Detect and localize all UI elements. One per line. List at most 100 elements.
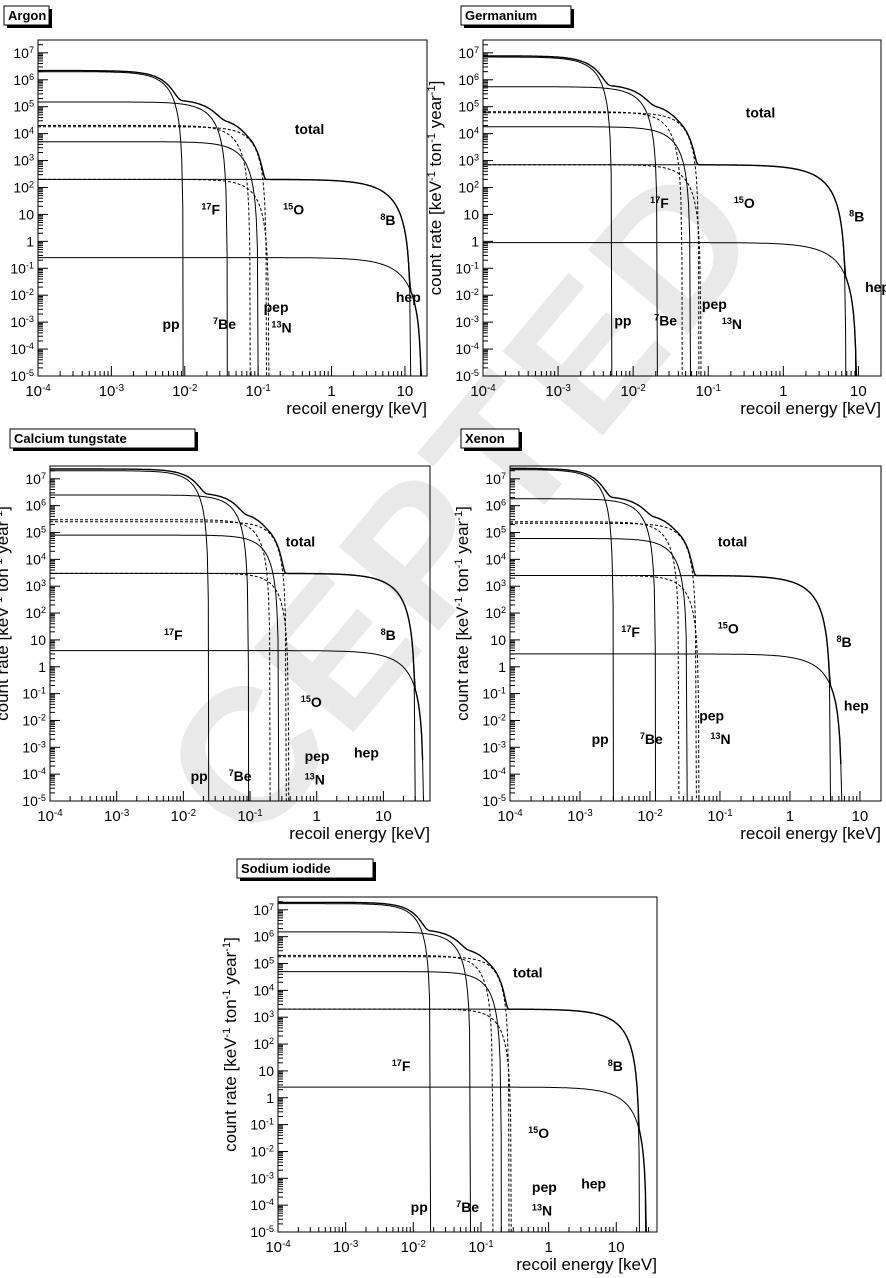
label-17F: 17F — [621, 624, 640, 640]
series-15O — [38, 127, 267, 376]
y-tick-label: 10-5 — [482, 793, 506, 809]
y-tick-label: 10-1 — [10, 260, 34, 276]
x-tick-label: 1 — [544, 1239, 552, 1256]
x-axis-label: recoil energy [keV] — [740, 399, 881, 418]
label-15O: 15O — [718, 621, 739, 637]
series-13N — [50, 520, 270, 801]
label-pep: pep — [264, 299, 289, 315]
series-7Be — [278, 932, 471, 1232]
y-tick-label: 103 — [25, 578, 46, 594]
label-pp: pp — [162, 316, 179, 332]
y-tick-label: 107 — [25, 471, 46, 487]
y-tick-label: 10-5 — [250, 1224, 274, 1240]
x-tick-label: 10 — [852, 808, 869, 825]
y-tick-label: 106 — [25, 498, 46, 514]
x-axis-label: recoil energy [keV] — [516, 1255, 657, 1274]
x-tick-label: 10-2 — [172, 383, 197, 401]
series-15O — [278, 957, 509, 1232]
series-total — [38, 71, 422, 420]
x-tick-label: 10-3 — [99, 383, 124, 401]
label-hep: hep — [396, 289, 421, 305]
label-pep: pep — [702, 296, 727, 312]
series-13N — [510, 522, 679, 806]
label-hep: hep — [581, 1175, 606, 1191]
y-tick-label: 10-1 — [482, 686, 506, 702]
series-7Be — [510, 499, 656, 801]
x-tick-label: 10-1 — [707, 808, 732, 826]
y-tick-label: 10-2 — [10, 287, 34, 303]
y-tick-label: 105 — [25, 525, 46, 541]
series-8B — [38, 179, 411, 376]
y-tick-label: 107 — [253, 902, 274, 918]
series-7Be — [483, 87, 657, 376]
y-tick-label: 10-3 — [10, 314, 34, 330]
x-tick-label: 10 — [397, 383, 414, 400]
y-tick-label: 106 — [13, 72, 34, 88]
y-axis-label: count rate [keV-1 ton-1 year-1] — [0, 506, 12, 721]
label-total: total — [295, 121, 325, 137]
y-tick-label: 102 — [458, 179, 479, 195]
series-pp — [38, 72, 183, 376]
x-tick-label: 10-4 — [25, 383, 51, 401]
panel-title: Argon — [8, 8, 46, 23]
y-tick-label: 10-1 — [22, 686, 46, 702]
y-tick-label: 10-4 — [10, 341, 34, 357]
label-17F: 17F — [201, 202, 220, 218]
x-tick-label: 10 — [608, 1239, 625, 1256]
label-7Be: 7Be — [229, 768, 252, 784]
y-tick-label: 1 — [38, 659, 46, 675]
label-pep: pep — [305, 748, 330, 764]
x-tick-label: 1 — [327, 383, 335, 400]
label-13N: 13N — [532, 1202, 552, 1218]
y-axis-label: count rate [keV-1 ton-1 year-1] — [221, 937, 240, 1152]
y-tick-label: 10-4 — [455, 341, 479, 357]
y-tick-label: 10-5 — [455, 368, 479, 384]
label-7Be: 7Be — [456, 1199, 479, 1215]
y-tick-label: 102 — [253, 1036, 274, 1052]
y-tick-label: 104 — [253, 982, 274, 998]
y-tick-label: 10-2 — [482, 712, 506, 728]
curves — [38, 71, 422, 420]
label-13N: 13N — [271, 319, 291, 335]
y-tick-label: 10-3 — [22, 739, 46, 755]
y-axis-label: count rate [keV-1 ton-1 year-1] — [426, 81, 445, 296]
y-tick-label: 102 — [13, 179, 34, 195]
plot-frame — [483, 40, 881, 376]
y-tick-label: 103 — [13, 153, 34, 169]
x-tick-label: 1 — [779, 383, 787, 400]
x-axis-label: recoil energy [keV] — [740, 824, 881, 843]
y-tick-label: 1 — [26, 233, 34, 249]
label-15O: 15O — [528, 1125, 549, 1141]
series-pep — [278, 972, 501, 1232]
label-pp: pp — [614, 313, 631, 329]
y-axis-label: count rate [keV-1 ton-1 year-1] — [453, 506, 472, 721]
x-tick-label: 10-4 — [470, 383, 496, 401]
series-pp — [483, 57, 612, 376]
series-15O — [483, 113, 699, 376]
y-tick-label: 10-5 — [22, 793, 46, 809]
x-tick-label: 1 — [786, 808, 794, 825]
x-axis-label: recoil energy [keV] — [286, 399, 427, 418]
x-tick-label: 10-3 — [333, 1239, 358, 1257]
x-tick-label: 10-3 — [567, 808, 592, 826]
label-17F: 17F — [650, 195, 669, 211]
y-tick-label: 105 — [458, 99, 479, 115]
series-total — [50, 469, 423, 760]
label-total: total — [513, 964, 543, 980]
y-tick-label: 10 — [463, 206, 479, 222]
y-tick-label: 103 — [253, 1009, 274, 1025]
x-tick-label: 10-2 — [401, 1239, 426, 1257]
label-15O: 15O — [301, 694, 322, 710]
y-tick-label: 10-3 — [250, 1170, 274, 1186]
x-tick-label: 10-1 — [245, 383, 270, 401]
label-hep: hep — [354, 744, 379, 760]
y-tick-label: 10 — [258, 1063, 274, 1079]
series-pp — [50, 471, 209, 801]
y-tick-label: 10-5 — [10, 368, 34, 384]
panel-cawo4: Calcium tungstate10-4 10-3 10-2 10-1 1 1010-5… — [0, 429, 430, 843]
series-13N — [38, 126, 250, 377]
label-hep: hep — [865, 279, 886, 295]
